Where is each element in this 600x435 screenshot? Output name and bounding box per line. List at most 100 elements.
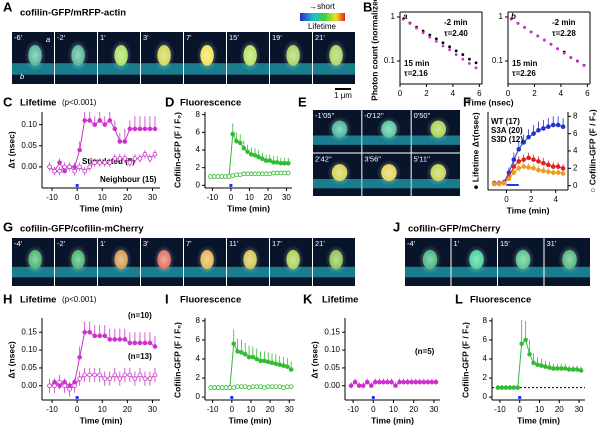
data-point [285, 160, 291, 166]
y-tick-label: 0.10 [21, 345, 37, 354]
data-point [576, 59, 579, 63]
data-point [219, 385, 225, 390]
data-point [523, 26, 526, 29]
spine-glow [325, 245, 347, 274]
data-point [385, 379, 390, 385]
y-tick-label: 1 [499, 12, 504, 21]
y-axis-label: Photon count (normalized) [369, 0, 379, 101]
data-point [234, 138, 239, 144]
data-point [137, 372, 143, 378]
spine-glow [153, 245, 175, 274]
data-point [434, 39, 438, 43]
y-tick-label: 0.1 [384, 56, 396, 65]
data-point [152, 372, 158, 378]
data-point [132, 156, 138, 161]
data-point [112, 337, 118, 342]
spine-glow [110, 39, 132, 71]
data-point [122, 337, 128, 342]
stimulus-marker [506, 184, 519, 186]
data-point [526, 155, 531, 161]
data-point [226, 174, 232, 179]
y-tick-label: 0.1 [492, 56, 504, 65]
x-tick-label: -10 [46, 193, 58, 202]
annotation: τ=2.16 [404, 69, 428, 78]
data-point [555, 122, 561, 128]
y-axis-label: Cofilin-GFP (F / F₀) [172, 322, 182, 398]
y-tick-label: 0.05 [324, 363, 340, 372]
data-point [57, 160, 62, 165]
data-point [521, 157, 526, 162]
data-point [235, 349, 240, 354]
y-tick-label: 6 [483, 335, 488, 344]
panel-letter: E [298, 94, 307, 109]
frame-label: 15' [500, 239, 510, 248]
legend-entry: -2 min [444, 18, 468, 27]
data-point [248, 171, 254, 177]
data-point [516, 21, 520, 25]
frame-label: 1' [100, 33, 106, 42]
data-point [271, 170, 276, 176]
data-point [501, 180, 507, 186]
data-point [526, 134, 531, 140]
spine-glow [327, 116, 352, 142]
data-point [142, 340, 148, 346]
panel-letter: H [3, 291, 12, 306]
data-point [491, 181, 497, 187]
y2-axis-label: ○ Cofilin-GFP (F / F₀) [587, 109, 597, 193]
legend-entry: S3D (12) [491, 135, 523, 144]
x-tick-label: 0 [229, 193, 234, 202]
x-tick-label: -10 [207, 193, 219, 202]
frame-label: 0'50'' [414, 111, 431, 120]
data-point [97, 118, 103, 123]
stimulus-marker [371, 396, 375, 399]
x-tick-label: 0 [504, 195, 509, 204]
x-axis-label: Time (min) [507, 205, 550, 215]
x-tick-label: 10 [98, 193, 107, 202]
data-point [77, 164, 82, 170]
data-point [117, 376, 123, 381]
data-point [122, 139, 128, 144]
spine-glow [239, 245, 261, 274]
x-axis-label: Time (min) [227, 203, 270, 213]
x-tick-label: 6 [477, 89, 482, 98]
x-tick-label: 0 [398, 89, 403, 98]
x-tick-label: 2 [424, 89, 429, 98]
data-point [260, 171, 265, 177]
data-point [562, 51, 566, 55]
spine-glow [511, 245, 535, 274]
data-point [57, 379, 62, 385]
y-tick-label: 0 [483, 392, 488, 401]
data-point [234, 172, 239, 178]
image-title: cofilin-GFP/mCherry [408, 224, 501, 235]
data-point [223, 174, 228, 179]
data-point [231, 341, 237, 347]
spine-glow [196, 39, 218, 71]
data-point [117, 337, 123, 342]
data-point [541, 160, 546, 166]
data-point [521, 164, 526, 169]
data-point [117, 139, 123, 144]
stimulus-marker [230, 396, 234, 399]
spine-glow [426, 116, 451, 142]
data-point [241, 145, 247, 151]
x-tick-label: 2 [529, 195, 534, 204]
frame-label: 11' [229, 239, 239, 248]
data-point [558, 366, 564, 371]
data-point [521, 140, 526, 145]
y-tick-label: 2 [483, 373, 488, 382]
data-point [543, 364, 548, 369]
frame-label: 19' [272, 33, 282, 42]
data-point [546, 162, 551, 168]
data-point [47, 164, 52, 170]
y-tick-label: 8 [483, 316, 488, 325]
data-point [112, 372, 118, 378]
data-point [516, 146, 522, 152]
y-axis-label: ● Lifetime Δτ(nsec) [470, 112, 480, 190]
data-point [246, 385, 252, 390]
frame-label: -4' [407, 239, 416, 248]
y-axis-label: Cofilin-GFP (F / F₀) [460, 322, 470, 398]
data-point [87, 118, 93, 123]
data-point [142, 126, 148, 132]
x-tick-label: 30 [575, 405, 584, 414]
